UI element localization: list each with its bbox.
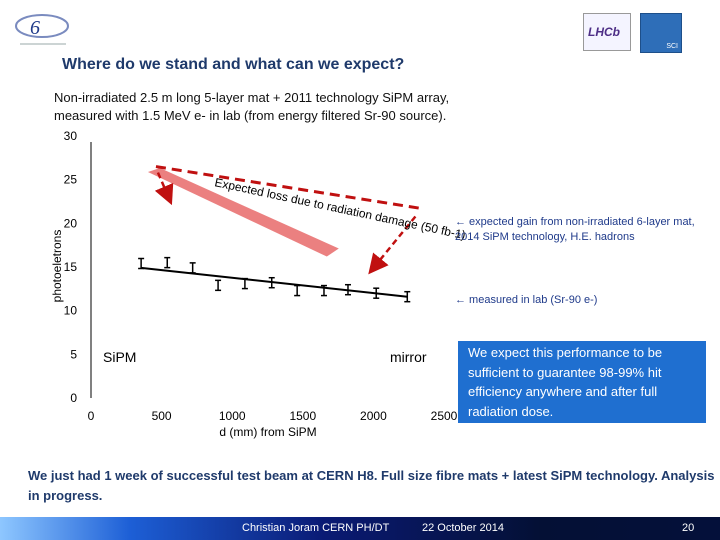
y-tick-label: 0 — [70, 391, 77, 405]
x-tick-label: 1500 — [289, 409, 316, 423]
measured-trend-line — [141, 266, 408, 298]
test-beam-note: We just had 1 week of successful test be… — [28, 468, 715, 503]
measured-note: ← measured in lab (Sr-90 e-) — [455, 294, 598, 306]
y-tick-label: 10 — [64, 304, 78, 318]
x-tick-label: 2500 — [431, 409, 458, 423]
measured-point — [344, 283, 351, 296]
footer-date: 22 October 2014 — [422, 522, 504, 534]
y-tick-label: 15 — [64, 260, 78, 274]
x-tick-label: 0 — [88, 409, 95, 423]
measured-point — [268, 276, 275, 289]
slide-title: Where do we stand and what can we expect… — [62, 56, 405, 73]
x-tick-label: 500 — [152, 409, 172, 423]
loss-arrow-left — [154, 172, 174, 206]
loss-arrow-right — [368, 215, 417, 275]
subtitle-line-1: Non-irradiated 2.5 m long 5-layer mat + … — [54, 90, 450, 105]
measured-point — [164, 256, 171, 269]
page-number: 20 — [682, 522, 695, 534]
svg-text:6: 6 — [30, 17, 40, 39]
y-tick-label: 5 — [70, 347, 77, 361]
organization-logo: 6 — [15, 14, 69, 45]
footer-bar: Christian Joram CERN PH/DT 22 October 20… — [0, 517, 720, 540]
x-axis-label: d (mm) from SiPM — [219, 425, 316, 439]
measured-point — [404, 290, 411, 303]
subtitle-line-2: measured with 1.5 MeV e- in lab (from en… — [54, 108, 447, 123]
footer-author: Christian Joram CERN PH/DT — [242, 522, 390, 534]
chart-points — [138, 256, 411, 303]
performance-callout: We expect this performance to be suffici… — [458, 341, 706, 423]
measured-point — [215, 279, 222, 292]
sipm-label: SiPM — [103, 349, 136, 365]
radiation-damage-band — [147, 168, 339, 257]
measured-point — [320, 284, 327, 297]
expected-gain-note: ← expected gain from non-irradiated 6-la… — [455, 216, 695, 243]
radiation-band — [147, 168, 339, 257]
loss-label: Expected loss due to radiation damage (5… — [213, 175, 466, 242]
y-tick-label: 25 — [64, 173, 78, 187]
expected-gain-line — [155, 165, 422, 210]
measured-point — [373, 287, 380, 299]
chart-ticks: 0 5 10 15 20 25 30 0 500 1000 1500 2000 2500 — [64, 129, 458, 423]
slide-subtitle: Non-irradiated 2.5 m long 5-layer mat + … — [54, 89, 449, 125]
measured-point — [241, 277, 248, 290]
x-tick-label: 2000 — [360, 409, 387, 423]
y-tick-label: 20 — [64, 216, 78, 230]
measured-point — [138, 257, 145, 270]
mirror-label: mirror — [390, 349, 427, 365]
x-tick-label: 1000 — [219, 409, 246, 423]
measured-point — [189, 262, 196, 274]
chart-lines — [141, 165, 422, 298]
lhcb-logo: LHCb — [583, 13, 631, 51]
y-axis-label: photoeletrons — [50, 230, 64, 303]
sci-logo: SCI — [640, 13, 682, 53]
y-tick-label: 30 — [64, 129, 78, 143]
measured-point — [294, 284, 301, 297]
